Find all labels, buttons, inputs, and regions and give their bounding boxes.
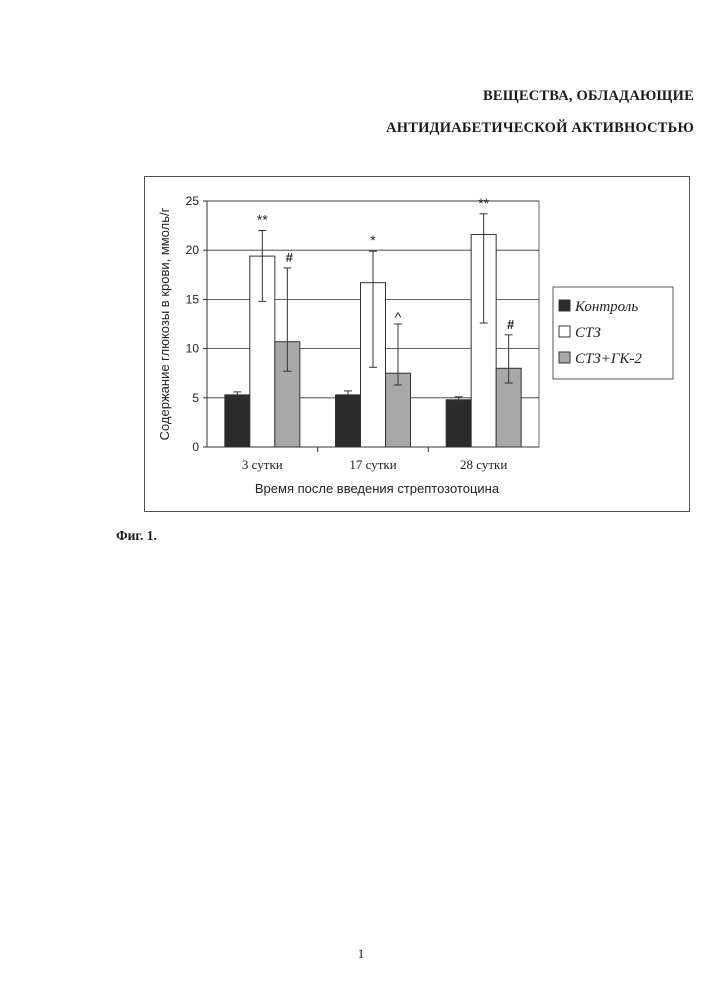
significance-marker: ** — [478, 195, 489, 211]
bar-chart: 0 5 10 15 20 25 3 сутки 17 сутки 28 сутки ** # * ^ **… — [145, 177, 689, 511]
legend-swatch — [559, 300, 570, 311]
y-tick-label: 5 — [192, 391, 199, 405]
page-number: 1 — [0, 946, 722, 962]
y-tick-label: 20 — [186, 243, 200, 257]
bar-control — [225, 395, 250, 447]
x-category-label: 3 сутки — [242, 457, 283, 472]
significance-marker: ^ — [395, 309, 402, 325]
bar-control — [446, 400, 471, 447]
chart-frame: 0 5 10 15 20 25 3 сутки 17 сутки 28 сутки ** # * ^ **… — [144, 176, 690, 512]
y-tick-label: 15 — [186, 292, 200, 306]
significance-marker: ** — [257, 212, 268, 228]
x-axis-title: Время после введения стрептозотоцина — [255, 481, 500, 496]
figure-caption: Фиг. 1. — [116, 528, 157, 544]
document-title-line-2: АНТИДИАБЕТИЧЕСКОЙ АКТИВНОСТЬЮ — [386, 120, 694, 137]
document-title-line-1: ВЕЩЕСТВА, ОБЛАДАЮЩИЕ — [483, 88, 694, 105]
legend-label: СТЗ — [575, 325, 601, 341]
y-axis-title: Содержание глюкозы в крови, ммоль/г — [157, 207, 172, 440]
y-tick-label: 25 — [186, 194, 200, 208]
significance-marker: # — [286, 250, 294, 265]
x-category-label: 17 сутки — [349, 457, 396, 472]
legend-label: СТЗ+ГК-2 — [575, 351, 642, 367]
legend-swatch — [559, 326, 570, 337]
significance-marker: # — [507, 317, 515, 332]
y-tick-label: 10 — [186, 342, 200, 356]
legend-label: Контроль — [574, 299, 638, 315]
legend-swatch — [559, 352, 570, 363]
bar-control — [336, 395, 361, 447]
x-category-label: 28 сутки — [460, 457, 507, 472]
y-tick-label: 0 — [192, 440, 199, 454]
significance-marker: * — [370, 232, 376, 248]
